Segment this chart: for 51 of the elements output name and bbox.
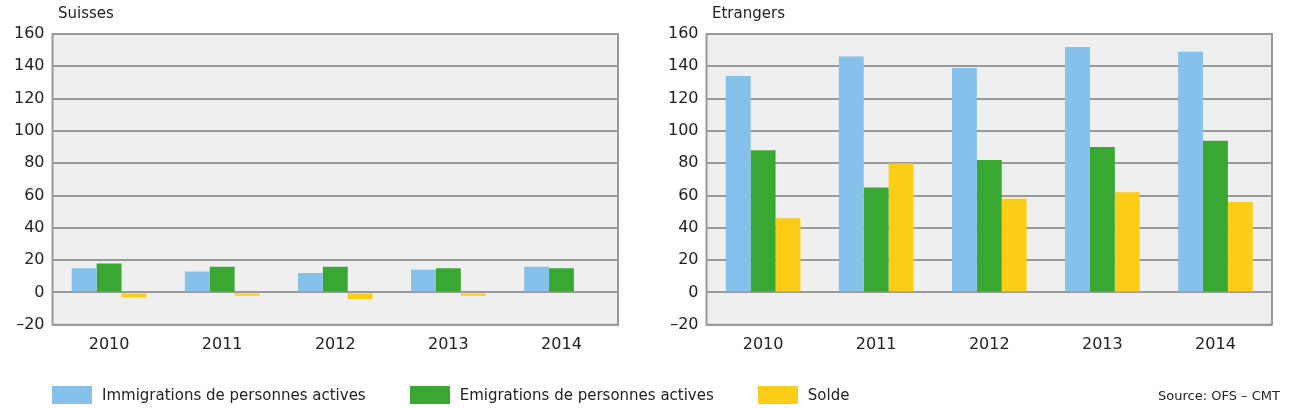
- bar: [1001, 198, 1027, 292]
- legend-label: Immigrations de personnes actives: [102, 386, 366, 404]
- y-tick-label: –20: [670, 313, 699, 333]
- y-tick-label: 100: [667, 120, 699, 140]
- y-tick-label: 20: [678, 249, 699, 269]
- y-tick-label: 40: [678, 217, 699, 237]
- y-tick-label: 100: [13, 120, 45, 140]
- bar: [775, 218, 801, 292]
- y-tick-label: 120: [13, 87, 45, 107]
- y-tick-label: 140: [13, 55, 45, 75]
- bar: [863, 187, 889, 292]
- y-tick-label: –20: [16, 313, 45, 333]
- legend-label: Solde: [807, 386, 850, 404]
- x-tick-label: 2012: [314, 333, 356, 353]
- source-note: Source: OFS – CMT: [1158, 388, 1280, 403]
- bar: [725, 76, 751, 292]
- y-tick-label: 160: [667, 23, 699, 43]
- y-tick-label: 20: [24, 249, 45, 269]
- x-tick-label: 2011: [855, 333, 897, 353]
- y-tick-label: 160: [13, 23, 45, 43]
- chart-title: Suisses: [58, 4, 114, 22]
- bar: [951, 67, 977, 292]
- y-tick-label: 120: [667, 87, 699, 107]
- legend-label: Emigrations de personnes actives: [459, 386, 714, 404]
- bar: [1089, 147, 1115, 292]
- bar: [1114, 192, 1140, 292]
- x-tick-label: 2013: [1082, 333, 1123, 353]
- x-tick-label: 2011: [201, 333, 243, 353]
- y-tick-label: 140: [667, 55, 699, 75]
- x-tick-label: 2013: [428, 333, 469, 353]
- y-tick-label: 60: [678, 184, 699, 204]
- x-tick-label: 2014: [1195, 333, 1236, 353]
- bar: [1203, 140, 1228, 292]
- x-tick-label: 2014: [541, 333, 582, 353]
- x-tick-label: 2010: [88, 333, 130, 353]
- bar: [1227, 202, 1253, 292]
- y-tick-label: 80: [678, 152, 699, 172]
- y-tick-label: 60: [24, 184, 45, 204]
- chart-title: Etrangers: [712, 4, 785, 22]
- bar: [1065, 46, 1090, 292]
- y-tick-label: 0: [688, 281, 699, 301]
- bar: [888, 163, 914, 292]
- bar: [750, 150, 776, 292]
- y-tick-label: 80: [24, 152, 45, 172]
- bar: [976, 160, 1002, 292]
- x-tick-label: 2012: [968, 333, 1010, 353]
- x-tick-label: 2010: [742, 333, 784, 353]
- y-tick-label: 0: [34, 281, 45, 301]
- y-tick-label: 40: [24, 217, 45, 237]
- bar: [1178, 51, 1204, 292]
- bar: [838, 56, 864, 292]
